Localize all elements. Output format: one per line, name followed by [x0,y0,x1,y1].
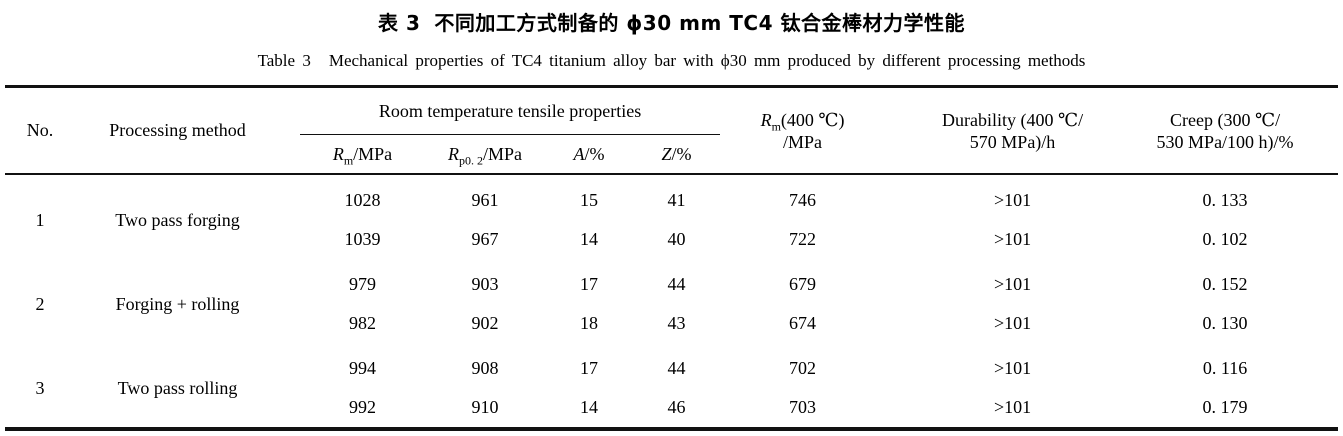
cell-reduction: 44 [667,358,686,378]
header-unit-text: /% [671,143,692,164]
header-line-2: 530 MPa/100 h)/% [1156,131,1294,152]
subscript-m: m [343,153,354,168]
cell-reduction: 40 [667,229,686,249]
table-caption-en: Table 3 Mechanical properties of TC4 tita… [5,49,1338,73]
cell-elongation: 14 [580,397,598,417]
col-group-header-room-temperature: Room temperature tensile properties [300,86,721,135]
header-line-2: /MPa [783,131,823,152]
cell-durability: >101 [993,274,1032,294]
symbol-R: R [447,143,459,164]
subscript-p02: p0. 2 [458,153,483,168]
cell-durability: >101 [993,313,1032,333]
cell-creep: 0. 133 [1202,190,1248,210]
col-header-creep: Creep (300 ℃/ 530 MPa/100 h)/% [1140,86,1339,175]
cell-creep: 0. 179 [1202,397,1248,417]
caption-en-text: Mechanical properties of TC4 titanium al… [328,51,1086,70]
cell-rm400: 702 [789,358,817,378]
table-body: 1 Two pass forging 1028 961 15 41 746 >1… [5,174,1338,429]
header-line-1: Creep (300 ℃/ [1169,109,1281,130]
cell-reduction: 41 [667,190,686,210]
table-row: 982 902 18 43 674 >101 0. 130 [5,304,1338,343]
header-row-2: Rm/MPa Rp0. 2/MPa A/% Z/% [5,134,1338,175]
cell-processing-method: Two pass forging [115,209,240,230]
cell-reduction: 46 [667,397,686,417]
col-header-rp02: Rp0. 2/MPa [425,134,545,175]
cell-creep: 0. 152 [1202,274,1248,294]
table-row: 1 Two pass forging 1028 961 15 41 746 >1… [5,174,1338,230]
cell-no: 3 [35,377,45,398]
symbol-Z: Z [661,143,672,164]
header-line-1: Rm(400 ℃) [720,109,885,134]
cell-rm400: 674 [789,313,817,333]
header-unit-text: /MPa [353,143,393,164]
header-unit-text: /MPa [482,143,522,164]
cell-no: 2 [35,293,45,314]
cell-durability: >101 [993,358,1032,378]
header-line-2: 570 MPa)/h [969,131,1056,152]
col-header-no: No. [5,86,75,175]
cell-elongation: 17 [580,358,598,378]
caption-zh-text: 不同加工方式制备的 ϕ30 mm TC4 钛合金棒材力学性能 [434,11,965,35]
cell-rm: 982 [349,313,376,333]
cell-rp02: 903 [471,274,499,294]
col-header-rm-400c: Rm(400 ℃) /MPa [720,86,886,175]
cell-rm: 1039 [344,229,381,249]
cell-rm: 992 [349,397,376,417]
cell-creep: 0. 102 [1202,229,1248,249]
cell-rm400: 722 [789,229,817,249]
col-header-durability: Durability (400 ℃/ 570 MPa)/h [885,86,1141,175]
symbol-R: R [760,109,772,130]
header-unit-text: (400 ℃) [780,109,845,130]
cell-rm400: 679 [789,274,817,294]
cell-elongation: 14 [580,229,598,249]
col-header-processing-method: Processing method [75,86,300,175]
symbol-R: R [332,143,344,164]
cell-processing-method: Forging + rolling [115,293,240,314]
symbol-A: A [573,143,585,164]
cell-elongation: 18 [580,313,598,333]
cell-durability: >101 [993,397,1032,417]
properties-table: No. Processing method Room temperature t… [5,85,1339,431]
table-row: 2 Forging + rolling 979 903 17 44 679 >1… [5,259,1338,314]
cell-rp02: 908 [471,358,499,378]
header-unit-text: /% [584,143,605,164]
cell-reduction: 44 [667,274,686,294]
cell-rp02: 961 [471,190,499,210]
cell-rm: 979 [349,274,376,294]
table-row: 992 910 14 46 703 >101 0. 179 [5,388,1338,429]
col-header-elongation: A/% [545,134,633,175]
subscript-m: m [771,119,781,134]
cell-creep: 0. 116 [1202,358,1248,378]
cell-rm: 994 [349,358,376,378]
col-header-rm: Rm/MPa [300,134,425,175]
cell-rp02: 902 [471,313,499,333]
cell-rm400: 746 [789,190,817,210]
cell-elongation: 17 [580,274,598,294]
cell-no: 1 [35,209,45,230]
cell-reduction: 43 [667,313,686,333]
caption-zh-label: 表 3 [378,11,421,35]
cell-rm400: 703 [789,397,817,417]
table-row: 1039 967 14 40 722 >101 0. 102 [5,220,1338,259]
table-header: No. Processing method Room temperature t… [5,86,1339,175]
table-caption-zh: 表 3 不同加工方式制备的 ϕ30 mm TC4 钛合金棒材力学性能 [5,10,1338,36]
col-header-reduction: Z/% [633,134,721,175]
cell-rp02: 910 [471,397,499,417]
table-row: 3 Two pass rolling 994 908 17 44 702 >10… [5,343,1338,398]
cell-durability: >101 [993,190,1032,210]
cell-creep: 0. 130 [1202,313,1248,333]
header-row-1: No. Processing method Room temperature t… [5,86,1339,175]
cell-rm: 1028 [344,190,381,210]
header-line-1: Durability (400 ℃/ [941,109,1084,130]
cell-elongation: 15 [580,190,598,210]
cell-processing-method: Two pass rolling [117,377,238,398]
cell-durability: >101 [993,229,1032,249]
caption-en-label: Table 3 [257,51,311,70]
cell-rp02: 967 [471,229,499,249]
